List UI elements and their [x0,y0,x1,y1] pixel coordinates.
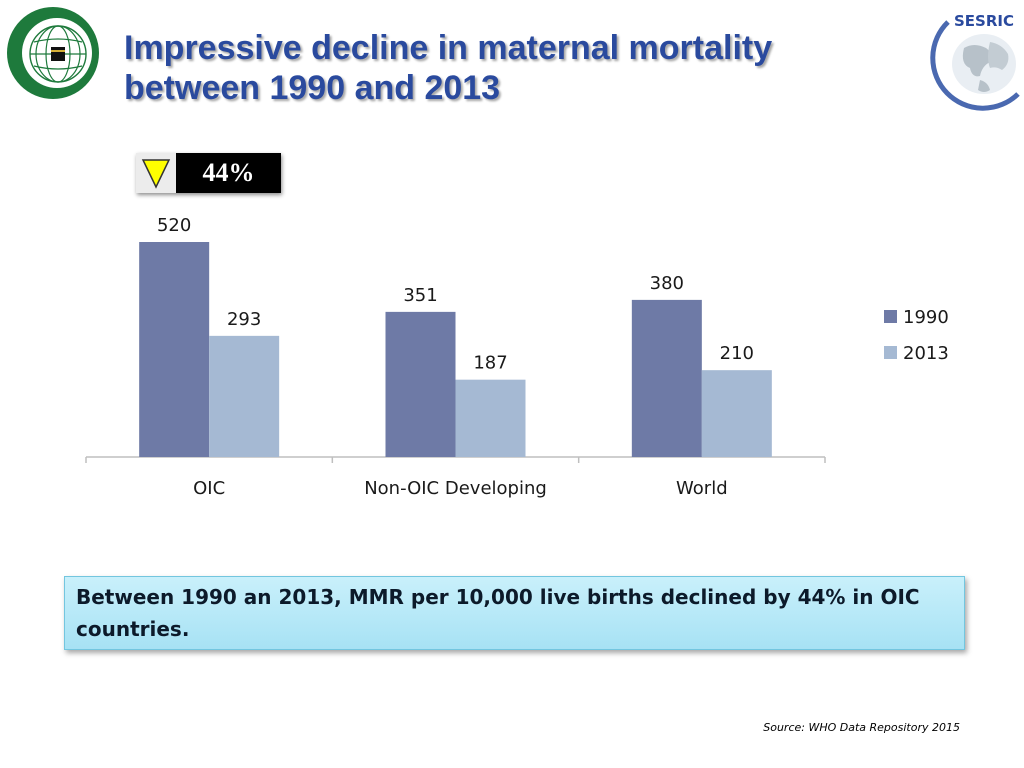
summary-callout: Between 1990 an 2013, MMR per 10,000 liv… [64,576,965,650]
down-triangle-icon [141,159,171,189]
summary-text: Between 1990 an 2013, MMR per 10,000 liv… [76,585,920,641]
sesric-logo-text: SESRIC [954,12,1014,30]
page-title: Impressive decline in maternal mortality… [124,28,924,108]
title-line-1: Impressive decline in maternal mortality [124,29,773,67]
legend-label: 1990 [903,307,949,328]
legend-label: 2013 [903,343,949,364]
sesric-logo: SESRIC [930,12,1020,111]
bar-1990 [631,299,702,457]
decline-badge: 44% [136,153,281,193]
category-label: OIC [193,478,225,499]
data-label: 210 [720,343,754,364]
bar-2013 [701,370,772,457]
data-label: 380 [650,273,684,294]
data-label: 187 [473,353,507,374]
bar-2013 [455,379,526,457]
bar-1990 [385,311,456,457]
badge-arrow-box [136,153,176,193]
data-label: 520 [157,215,191,236]
category-label: World [676,478,728,499]
title-line-2: between 1990 and 2013 [124,69,501,107]
decline-percentage: 44% [176,153,281,193]
category-label: Non-OIC Developing [364,478,547,499]
legend-swatch-1990 [884,310,897,323]
bar-1990 [139,242,210,457]
source-note: Source: WHO Data Repository 2015 [763,721,960,734]
oic-logo [7,7,99,99]
legend-swatch-2013 [884,346,897,359]
bar-2013 [209,335,280,457]
data-label: 293 [227,309,261,330]
data-label: 351 [403,285,437,306]
